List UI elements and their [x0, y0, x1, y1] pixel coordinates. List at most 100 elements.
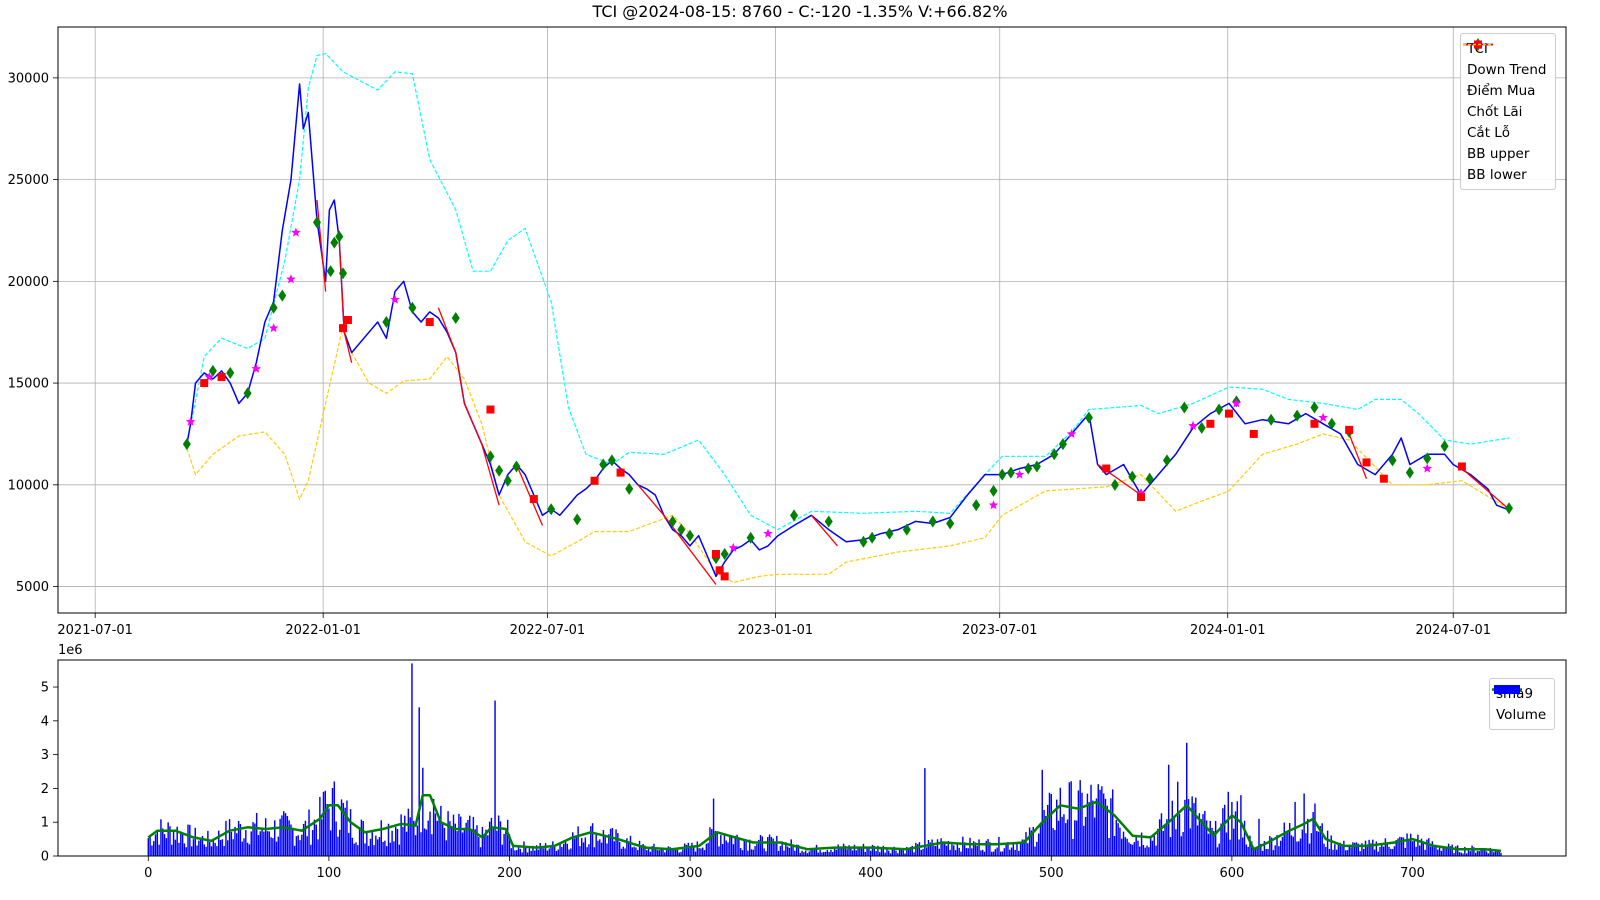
buy-marker: [668, 515, 677, 528]
volume-bar: [550, 847, 552, 856]
volume-bar: [781, 841, 783, 856]
volume-bar: [151, 845, 153, 856]
volume-bar: [1417, 834, 1419, 856]
volume-bar: [552, 841, 554, 856]
down-trend-segment: [338, 240, 345, 333]
volume-bar: [629, 835, 632, 856]
volume-bar: [1388, 846, 1390, 856]
volume-bar: [568, 849, 570, 856]
volume-bar: [660, 848, 662, 856]
buy-marker: [1084, 411, 1093, 424]
volume-bar: [1243, 820, 1246, 856]
volume-bar: [911, 845, 913, 856]
volume-bar: [456, 831, 458, 856]
volume-bar: [886, 849, 888, 856]
volume-bar: [508, 834, 511, 856]
volume-bar: [221, 839, 224, 856]
volume-bar: [245, 830, 247, 856]
volume-bar: [1028, 827, 1031, 856]
volume-bar: [978, 839, 980, 856]
volume-bar: [835, 849, 838, 856]
volume-bar: [642, 843, 644, 856]
volume-bar: [1308, 843, 1311, 856]
volume-bar: [581, 837, 583, 856]
legend-item-buy: Điểm Mua: [1463, 38, 1547, 101]
volume-bar: [776, 835, 778, 856]
buy-marker: [1024, 462, 1033, 475]
legend-label: BB lower: [1467, 166, 1527, 183]
volume-bar: [1005, 842, 1007, 856]
volume-bar: [541, 846, 543, 856]
volume-bar: [212, 839, 215, 856]
volume-bar: [333, 781, 336, 856]
volume-bar: [557, 849, 559, 856]
volume-bar: [180, 831, 182, 856]
buy-marker: [989, 484, 998, 497]
volume-bar: [602, 830, 605, 856]
volume-bar: [1406, 833, 1408, 856]
volume-bar: [1130, 844, 1132, 856]
buy-marker: [1180, 401, 1189, 414]
volume-bar: [1256, 847, 1258, 856]
price-lines: [186, 52, 1510, 585]
volume-bar: [441, 822, 444, 856]
volume-bar: [1247, 846, 1249, 856]
volume-bar: [1269, 836, 1271, 856]
volume-bar: [532, 845, 534, 856]
volume-bar: [230, 831, 233, 856]
cut-loss-marker: [1379, 474, 1388, 483]
volume-bar: [510, 848, 513, 856]
volume-bar: [505, 830, 507, 856]
volume-bar: [1496, 849, 1499, 856]
volume-bar: [189, 824, 191, 856]
cut-loss-marker: [529, 495, 538, 504]
volume-bar: [519, 848, 522, 856]
volume-bar: [951, 844, 953, 856]
volume-bar: [255, 812, 258, 856]
volume-bar: [1148, 847, 1150, 856]
volume-bar: [461, 832, 464, 856]
volume-bar: [1086, 793, 1089, 856]
take-profit-marker: [251, 363, 261, 373]
volume-bar: [972, 841, 975, 856]
volume-bar: [1180, 836, 1183, 856]
volume-bar: [214, 842, 216, 856]
volume-bar: [1344, 850, 1347, 856]
volume-bar: [1335, 849, 1338, 856]
volume-bar: [1272, 850, 1275, 856]
volume-bar: [396, 829, 399, 856]
volume-bar: [1467, 849, 1470, 856]
volume-bar: [687, 842, 690, 856]
down-trend-segment: [1461, 468, 1510, 510]
volume-bar: [962, 836, 964, 856]
volume-bar: [877, 845, 879, 856]
volume-bar: [797, 844, 800, 856]
volume-bar: [994, 849, 997, 856]
cut-loss-marker: [1249, 429, 1258, 438]
volume-bar: [934, 845, 937, 856]
volume-bar: [1095, 798, 1098, 856]
volume-bar: [656, 850, 659, 856]
down-trend-segment: [437, 307, 457, 353]
down-trend-segment: [455, 352, 466, 404]
buy-marker: [1110, 478, 1119, 491]
volume-bar: [804, 850, 807, 856]
volume-bar: [1119, 827, 1121, 856]
volume-bar: [1489, 847, 1491, 856]
volume-bar: [1375, 841, 1378, 856]
volume-bar: [561, 847, 563, 856]
volume-bar: [183, 843, 186, 856]
volume-bar: [1043, 809, 1045, 856]
volume-bar: [218, 830, 220, 856]
volume-bar: [447, 811, 449, 856]
buy-marker: [503, 474, 512, 487]
volume-bar: [293, 845, 296, 856]
volume-bar: [741, 850, 744, 856]
volume-bar: [1422, 842, 1425, 856]
volume-bar: [485, 829, 487, 856]
x-tick-label: 2022-07-01: [510, 623, 586, 638]
volume-bar: [655, 847, 657, 856]
down-trend-segment: [515, 464, 544, 526]
volume-bar: [539, 842, 541, 856]
volume-bar: [712, 798, 715, 856]
